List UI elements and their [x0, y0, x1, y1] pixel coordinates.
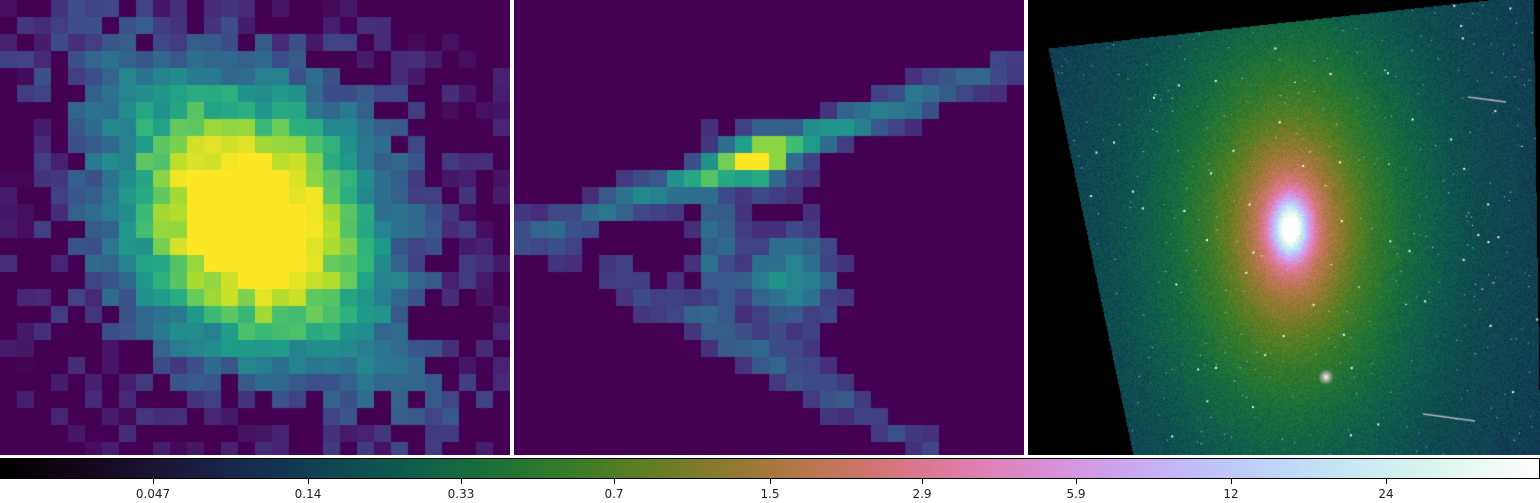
- left-panel-image: [0, 0, 510, 455]
- colorbar-tick-label: 1.5: [760, 487, 780, 501]
- colorbar-tick-mark: [308, 479, 309, 484]
- right-panel-galaxy-image: [1028, 0, 1540, 455]
- colorbar-tick-mark: [1076, 479, 1077, 484]
- colorbar-tick-label: 0.14: [294, 487, 322, 501]
- colorbar-tick-label: 0.7: [604, 487, 624, 501]
- colorbar-tick-label: 12: [1223, 487, 1239, 501]
- colorbar-tick-mark: [1231, 479, 1232, 484]
- colorbar-tick-label: 24: [1378, 487, 1394, 501]
- colorbar-tick-mark: [153, 479, 154, 484]
- colorbar-tick-mark: [1386, 479, 1387, 484]
- colorbar-tick-mark: [614, 479, 615, 484]
- colorbar-tick-label: 2.9: [912, 487, 932, 501]
- colorbar-tick-mark: [770, 479, 771, 484]
- colorbar-tick-label: 0.33: [447, 487, 475, 501]
- colorbar-tick-label: 0.047: [135, 487, 171, 501]
- colorbar: [0, 458, 1540, 479]
- colorbar-tick-mark: [922, 479, 923, 484]
- colorbar-tick-mark: [461, 479, 462, 484]
- middle-panel-image: [514, 0, 1024, 455]
- colorbar-gradient: [0, 458, 1540, 479]
- colorbar-tick-label: 5.9: [1066, 487, 1086, 501]
